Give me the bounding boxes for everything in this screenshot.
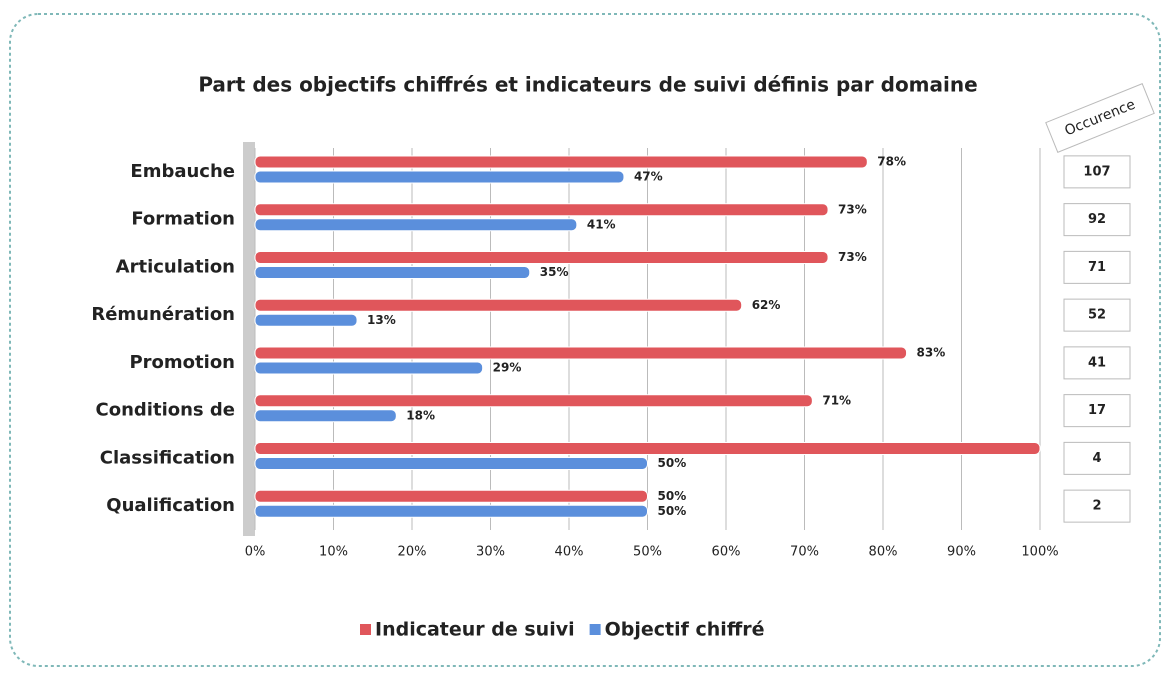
bar	[254, 313, 358, 327]
bar	[254, 442, 1041, 455]
legend-label: Objectif chiffré	[605, 619, 765, 641]
bar	[254, 361, 484, 375]
data-label: 13%	[367, 313, 396, 327]
occurrence-box	[1063, 203, 1131, 237]
y-tick-label: Promotion	[129, 352, 235, 373]
occurrence-value: 107	[1083, 164, 1110, 179]
occurrence-header-box	[1045, 83, 1155, 153]
occurrence-value: 4	[1092, 451, 1101, 466]
y-tick-label: Rémunération	[91, 304, 235, 325]
data-label: 41%	[587, 217, 616, 231]
bar	[254, 394, 813, 408]
data-label: 50%	[658, 504, 687, 518]
data-label: 71%	[822, 393, 851, 407]
bar	[254, 346, 908, 360]
data-label: 35%	[540, 265, 569, 279]
occurrence-value: 52	[1088, 308, 1106, 323]
x-tick-label: 80%	[869, 545, 898, 560]
legend-label: Indicateur de suivi	[375, 619, 575, 641]
x-tick-label: 0%	[245, 545, 266, 560]
occurrence-box	[1063, 394, 1131, 428]
occurrence-box	[1063, 346, 1131, 380]
legend-swatch	[589, 624, 601, 635]
occurrence-box	[1063, 489, 1131, 523]
x-tick-label: 40%	[555, 545, 584, 560]
chart-title: Part des objectifs chiffrés et indicateu…	[198, 73, 977, 97]
occurrence-box	[1063, 298, 1131, 332]
data-label: 78%	[877, 155, 906, 169]
data-label: 50%	[658, 456, 687, 470]
y-tick-label: Qualification	[106, 495, 235, 516]
x-tick-label: 90%	[947, 545, 976, 560]
bar	[254, 266, 531, 279]
frame	[9, 13, 1161, 667]
data-label: 73%	[838, 202, 867, 216]
occurrence-value: 17	[1088, 403, 1106, 418]
plot-wall	[243, 142, 255, 536]
y-tick-label: Articulation	[116, 256, 235, 277]
x-tick-label: 60%	[712, 545, 741, 560]
bar	[254, 504, 648, 518]
bar	[254, 155, 868, 169]
x-tick-label: 50%	[633, 545, 662, 560]
data-label: 62%	[752, 298, 781, 312]
occurrence-value: 41	[1088, 355, 1106, 370]
legend-swatch	[360, 624, 371, 635]
x-tick-label: 20%	[398, 545, 427, 560]
y-tick-label: Embauche	[130, 161, 235, 182]
y-tick-label: Classification	[100, 447, 235, 468]
data-label: 47%	[634, 170, 663, 184]
occurrence-box	[1063, 155, 1131, 189]
occurrence-value: 2	[1092, 499, 1101, 514]
data-label: 29%	[493, 361, 522, 375]
y-tick-label: Formation	[131, 209, 235, 230]
bar	[254, 298, 743, 312]
bar	[254, 251, 829, 264]
bar	[254, 203, 829, 217]
y-tick-label: Conditions de	[96, 400, 235, 421]
bar	[254, 489, 648, 503]
data-label: 18%	[406, 408, 435, 422]
bar	[254, 409, 397, 423]
data-label: 73%	[838, 250, 867, 264]
occurrence-value: 92	[1088, 212, 1106, 227]
occurrence-value: 71	[1088, 260, 1106, 275]
occurrence-box	[1063, 441, 1131, 475]
bar	[254, 170, 625, 184]
occurrence-box	[1063, 250, 1131, 284]
data-label: 50%	[658, 489, 687, 503]
x-tick-label: 100%	[1021, 545, 1058, 560]
x-tick-label: 30%	[476, 545, 505, 560]
bar	[254, 457, 648, 470]
x-tick-label: 10%	[319, 545, 348, 560]
data-label: 83%	[917, 346, 946, 360]
x-tick-label: 70%	[790, 545, 819, 560]
bar	[254, 218, 578, 232]
